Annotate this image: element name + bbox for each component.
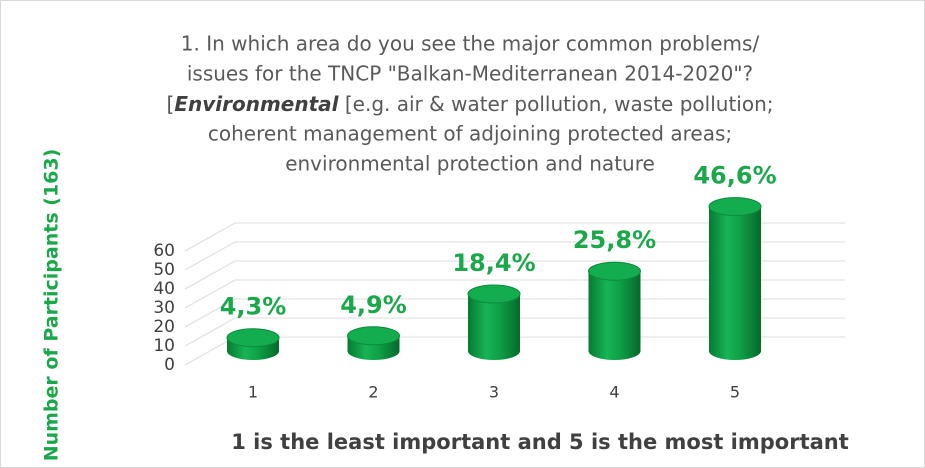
y-tick-label: 0 (164, 355, 175, 375)
title-part: [e.g. air & water pollution, waste pollu… (339, 92, 774, 116)
y-tick-label: 60 (153, 241, 175, 261)
chart-title: [Environmental [e.g. air & water polluti… (167, 92, 774, 116)
grid-line (184, 222, 845, 252)
value-label: 18,4% (452, 249, 535, 277)
bar-top (708, 197, 762, 217)
y-tick-label: 20 (153, 317, 175, 337)
grid-line (184, 279, 845, 309)
bar-top (467, 284, 521, 304)
x-tick-label: 2 (368, 383, 378, 402)
x-tick-label: 5 (730, 383, 740, 402)
chart-title: coherent management of adjoining protect… (208, 122, 732, 146)
bar (588, 271, 641, 360)
value-label: 46,6% (693, 162, 776, 190)
bar (468, 294, 520, 360)
bar-top (347, 326, 400, 346)
x-tick-label: 1 (248, 383, 258, 402)
value-label: 4,3% (220, 293, 287, 321)
y-axis-label: Number of Participants (163) (41, 149, 63, 462)
grid-line (184, 241, 845, 271)
bar-top (588, 261, 641, 281)
title-part: [ (167, 92, 175, 116)
chart-title: issues for the TNCP "Balkan-Mediterranea… (187, 62, 753, 86)
y-tick-label: 40 (153, 279, 175, 299)
y-tick-label: 50 (153, 260, 175, 280)
grid-line (184, 260, 845, 290)
value-label: 4,9% (340, 291, 407, 319)
grid-line (184, 298, 845, 328)
y-tick-label: 30 (153, 298, 175, 318)
y-tick-label: 10 (153, 336, 175, 356)
bar-top (226, 328, 280, 348)
chart-title: environmental protection and nature (285, 152, 655, 176)
bar (709, 206, 761, 360)
value-label: 25,8% (573, 226, 656, 254)
x-tick-label: 3 (489, 383, 499, 402)
x-axis-label: 1 is the least important and 5 is the mo… (231, 430, 849, 454)
grid-line (184, 317, 845, 347)
chart-title: 1. In which area do you see the major co… (181, 32, 760, 56)
x-tick-label: 4 (609, 383, 619, 402)
title-emphasis: Environmental (174, 92, 339, 116)
